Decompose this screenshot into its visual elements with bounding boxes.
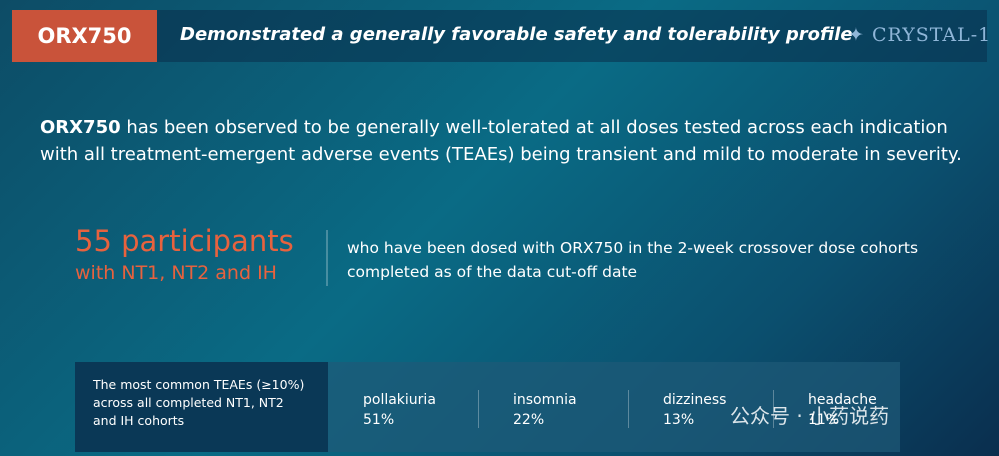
teae-label: The most common TEAEs (≥10%) across all … [75, 362, 328, 452]
header-bar [12, 10, 987, 62]
header-title: Demonstrated a generally favorable safet… [180, 24, 853, 45]
headline: 55 participants [75, 224, 294, 258]
teae-name: insomnia [513, 392, 577, 408]
divider [326, 230, 328, 286]
teae-percent: 13% [663, 412, 695, 428]
teae-item: pollakiuria 51% [363, 390, 436, 430]
teae-name: pollakiuria [363, 392, 436, 408]
header-tag: ORX750 [12, 10, 157, 62]
teae-percent: 51% [363, 412, 395, 428]
teae-item: headache 11% [808, 390, 877, 430]
item-divider [628, 390, 629, 428]
teae-percent: 22% [513, 412, 545, 428]
subline: with NT1, NT2 and IH [75, 262, 277, 284]
intro-bold: ORX750 [40, 117, 121, 138]
item-divider [478, 390, 479, 428]
intro: ORX750 has been observed to be generally… [40, 114, 970, 168]
description: who have been dosed with ORX750 in the 2… [347, 239, 919, 281]
teae-item: dizziness 13% [663, 390, 726, 430]
intro-text: has been observed to be generally well-t… [40, 117, 962, 165]
teae-item: insomnia 22% [513, 390, 577, 430]
logo: ✦ CRYSTAL-1 [848, 24, 992, 46]
item-divider [773, 390, 774, 428]
teae-percent: 11% [808, 412, 840, 428]
watermark: 公众号 · 小药说药 [730, 404, 890, 428]
teae-name: headache [808, 392, 877, 408]
teae-name: dizziness [663, 392, 727, 408]
logo-text: CRYSTAL-1 [871, 24, 992, 46]
